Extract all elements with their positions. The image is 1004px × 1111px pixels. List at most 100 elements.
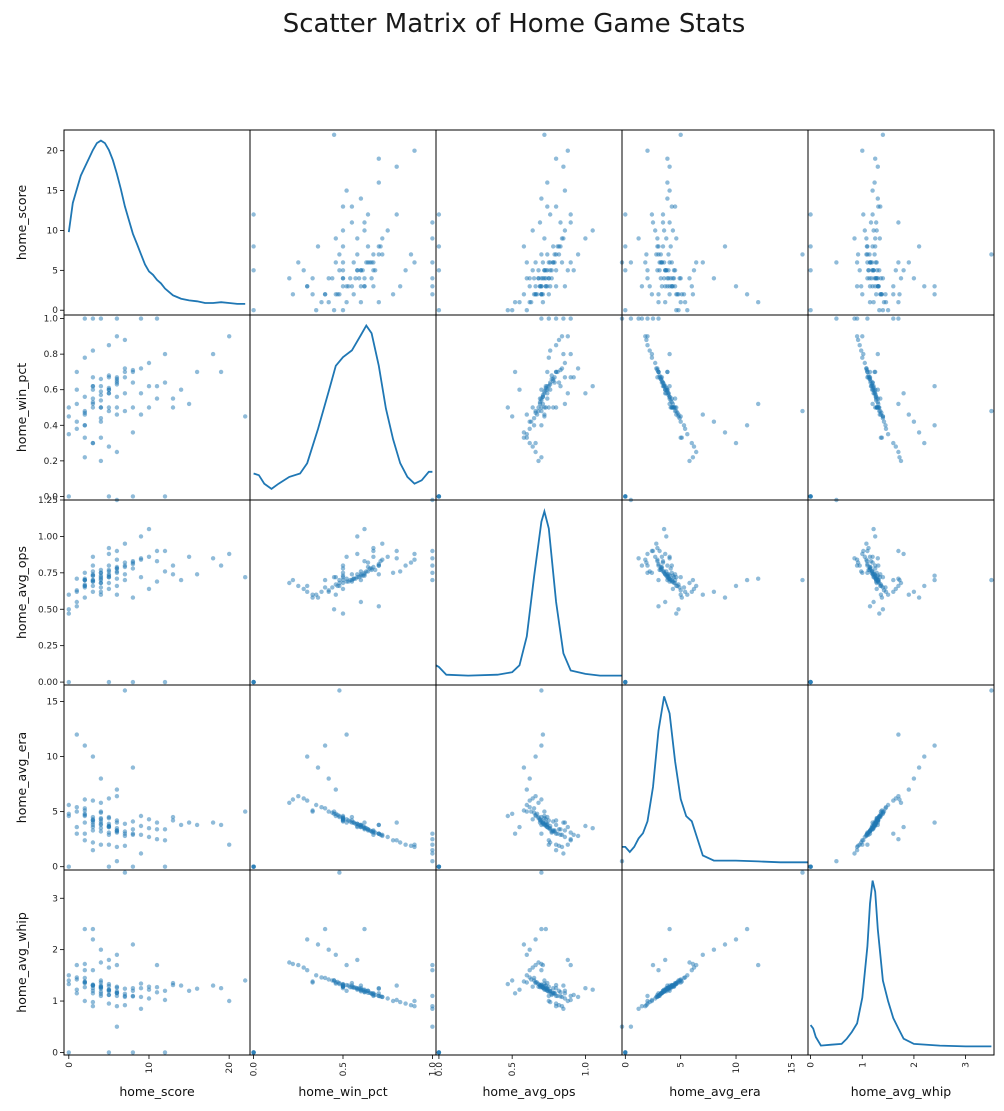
point-home_avg_era-vs-home_score-74: [90, 848, 96, 853]
point-home_avg_whip-vs-home_score-88: [82, 979, 88, 985]
point-home_avg_ops-vs-home_avg_whip-48: [866, 545, 871, 551]
point-home_avg_ops-vs-home_avg_whip-64: [922, 583, 927, 589]
point-home_avg_ops-vs-home_score-90: [146, 586, 152, 592]
x-axis-label-home_score: home_score: [119, 1084, 195, 1099]
point-home_avg_ops-vs-home_score-61: [114, 592, 120, 597]
point-home_avg_era-vs-home_avg_whip-78: [891, 831, 896, 836]
point-home_avg_whip-vs-home_score-30: [90, 968, 96, 973]
point-home_avg_era-vs-home_win_pct-56: [340, 813, 346, 819]
point-home_avg_era-vs-home_avg_whip-92: [877, 813, 882, 819]
point-home_score-vs-home_avg_whip-95: [872, 180, 877, 185]
point-home_avg_whip-vs-home_win_pct-96: [344, 962, 349, 968]
point-home_avg_whip-vs-home_avg_ops-38: [546, 998, 551, 1004]
point-home_score-vs-home_win_pct-55: [331, 308, 337, 313]
point-home_avg_ops-vs-home_avg_era-65: [744, 577, 750, 583]
point-home_score-vs-home_win_pct-81: [353, 276, 358, 281]
y-axis-label-home_win_pct: home_win_pct: [14, 363, 29, 452]
point-home_avg_ops-vs-home_score-79: [154, 548, 160, 554]
point-home_win_pct-vs-home_score-42: [114, 405, 120, 410]
x-tick-label-home_avg_ops-0: 0.0: [435, 1062, 445, 1077]
point-home_avg_whip-vs-home_avg_ops-59: [590, 987, 595, 992]
point-home_win_pct-vs-home_avg_era-37: [644, 337, 649, 343]
point-home_avg_whip-vs-home_score-31: [106, 965, 112, 970]
point-home_win_pct-vs-home_avg_era-38: [649, 355, 655, 360]
point-home_score-vs-home_avg_era-31: [691, 268, 697, 273]
point-home_avg_whip-vs-home_avg_era-39: [643, 1004, 648, 1009]
point-home_win_pct-vs-home_avg_era-74: [639, 316, 645, 321]
point-home_avg_whip-vs-home_avg_era-61: [700, 952, 705, 957]
point-home_avg_ops-vs-home_avg_whip-61: [906, 592, 911, 597]
point-home_score-vs-home_avg_ops-47: [568, 260, 573, 265]
point-home_avg_whip-vs-home_avg_era-95: [665, 986, 670, 991]
point-home_win_pct-vs-home_avg_ops-30: [527, 440, 532, 446]
point-home_win_pct-vs-home_avg_era-84: [658, 375, 663, 380]
point-home_avg_ops-vs-home_avg_era-64: [733, 583, 739, 589]
point-home_score-vs-home_avg_whip-12: [864, 236, 869, 241]
point-home_avg_whip-vs-home_score-83: [90, 983, 96, 988]
point-home_avg_era-vs-home_score-94: [170, 818, 176, 823]
point-home_win_pct-vs-home_avg_whip-93: [870, 380, 875, 385]
point-home_score-vs-home_avg_whip-71: [808, 268, 813, 273]
point-home_score-vs-home_win_pct-61: [333, 260, 338, 265]
point-home_avg_ops-vs-home_win_pct-28: [362, 559, 367, 564]
point-home_score-vs-home_win_pct-57: [376, 300, 381, 305]
point-home_avg_era-vs-home_win_pct-83: [346, 818, 351, 823]
point-home_avg_whip-vs-home_avg_era-96: [756, 962, 761, 968]
point-home_avg_era-vs-home_avg_ops-73: [436, 864, 442, 869]
point-home_avg_era-vs-home_score-76: [98, 842, 104, 847]
point-home_avg_ops-vs-home_score-14: [66, 592, 72, 597]
point-home_score-vs-home_avg_ops-48: [571, 268, 576, 273]
point-home_score-vs-home_avg_era-6: [678, 300, 683, 305]
point-home_avg_whip-vs-home_score-57: [74, 991, 80, 996]
point-home_score-vs-home_avg_ops-85: [543, 268, 548, 273]
point-home_score-vs-home_avg_era-30: [689, 284, 694, 289]
point-home_score-vs-home_win_pct-94: [340, 204, 346, 209]
point-home_win_pct-vs-home_avg_whip-95: [872, 369, 877, 375]
point-home_score-vs-home_avg_whip-76: [865, 276, 870, 281]
point-home_score-vs-home_avg_era-37: [644, 252, 649, 257]
point-home_avg_era-vs-home_avg_ops-60: [575, 833, 581, 839]
point-home_win_pct-vs-home_avg_era-66: [667, 351, 672, 357]
point-home_score-vs-home_avg_ops-60: [575, 252, 581, 257]
point-home_score-vs-home_win_pct-68: [412, 148, 417, 153]
point-home_score-vs-home_avg_whip-67: [873, 156, 878, 161]
point-home_win_pct-vs-home_avg_whip-35: [859, 348, 864, 353]
point-home_avg_era-vs-home_avg_ops-38: [546, 838, 551, 843]
y-tick-label-home_win_pct-5: 1.0: [44, 315, 59, 325]
point-home_avg_whip-vs-home_score-22: [122, 986, 128, 991]
point-home_avg_era-vs-home_win_pct-32: [296, 794, 301, 799]
point-home_avg_whip-vs-home_avg_ops-65: [539, 926, 544, 932]
point-home_score-vs-home_avg_era-54: [663, 300, 668, 305]
point-home_avg_whip-vs-home_score-89: [130, 994, 136, 999]
point-home_win_pct-vs-home_avg_whip-38: [860, 355, 865, 360]
point-home_avg_whip-vs-home_avg_ops-62: [527, 947, 532, 952]
point-home_avg_ops-vs-home_avg_era-93: [660, 569, 666, 574]
point-home_avg_whip-vs-home_win_pct-77: [430, 1024, 435, 1029]
point-home_score-vs-home_avg_ops-18: [562, 228, 568, 233]
point-home_avg_era-vs-home_score-31: [106, 796, 112, 801]
point-home_win_pct-vs-home_avg_ops-73: [436, 494, 442, 499]
point-home_win_pct-vs-home_score-56: [66, 405, 72, 410]
point-home_avg_whip-vs-home_avg_ops-68: [565, 998, 570, 1004]
point-home_avg_whip-vs-home_score-74: [90, 1004, 96, 1009]
point-home_score-vs-home_avg_whip-87: [868, 260, 873, 265]
point-home_avg_ops-vs-home_avg_era-34: [687, 580, 692, 586]
point-home_avg_era-vs-home_avg_whip-39: [854, 844, 860, 850]
point-home_win_pct-vs-home_score-70: [162, 494, 168, 499]
point-home_avg_ops-vs-home_score-69: [243, 575, 248, 580]
point-home_avg_whip-vs-home_score-62: [98, 947, 104, 952]
point-home_avg_era-vs-home_avg_ops-58: [583, 823, 588, 829]
point-home_win_pct-vs-home_avg_whip-89: [864, 367, 870, 373]
point-home_score-vs-home_win_pct-14: [314, 308, 319, 313]
point-home_avg_ops-vs-home_win_pct-60: [380, 541, 385, 546]
point-home_avg_ops-vs-home_score-83: [90, 579, 96, 584]
point-home_avg_whip-vs-home_score-14: [66, 973, 72, 978]
point-home_win_pct-vs-home_score-77: [114, 316, 120, 321]
point-home_avg_era-vs-home_win_pct-34: [287, 800, 292, 805]
point-home_avg_ops-vs-home_score-72: [66, 679, 72, 685]
point-home_avg_whip-vs-home_score-78: [82, 968, 88, 973]
point-home_avg_era-vs-home_win_pct-51: [349, 814, 355, 820]
point-home_avg_ops-vs-home_avg_whip-57: [867, 604, 873, 609]
point-home_avg_whip-vs-home_win_pct-33: [290, 961, 296, 967]
point-home_avg_ops-vs-home_score-35: [90, 569, 96, 574]
